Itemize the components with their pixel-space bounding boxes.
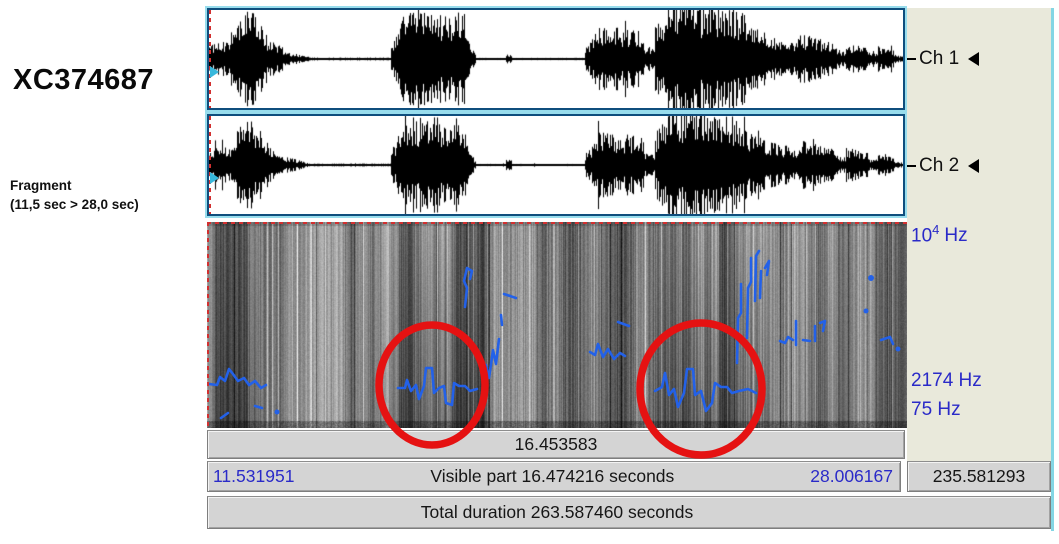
freq-unit: Hz [944, 225, 968, 247]
waveform-channel-2[interactable] [207, 114, 905, 216]
freq-low-label: 75 Hz [911, 399, 961, 420]
freq-base: 10 [911, 225, 933, 247]
remaining-time-value: 235.581293 [932, 466, 1026, 486]
channel-1-name: Ch 1 [919, 48, 960, 69]
selection-start-marker [207, 222, 209, 428]
fragment-info: Fragment (11,5 sec > 28,0 sec) [10, 176, 139, 214]
visible-start-time: 11.531951 [213, 466, 295, 486]
visible-part-bar[interactable]: 11.531951 Visible part 16.474216 seconds… [207, 461, 901, 492]
fragment-title: Fragment [10, 178, 72, 193]
recording-id: XC374687 [13, 64, 155, 96]
cursor-time-bar[interactable]: 16.453583 [207, 430, 905, 459]
freq-max-label: 104 Hz [911, 222, 968, 247]
channel-2-name: Ch 2 [919, 155, 960, 176]
visible-part-label: Visible part 16.474216 seconds [430, 466, 675, 486]
panel-right-border [1051, 8, 1054, 531]
spectrogram-panel[interactable] [207, 222, 907, 459]
selection-start-marker [209, 10, 211, 108]
cursor-time-value: 16.453583 [514, 434, 598, 454]
selection-top-marker [207, 222, 907, 224]
side-panel: Ch 1 Ch 2 104 Hz 2174 Hz 75 Hz [907, 8, 1052, 462]
speaker-icon[interactable] [968, 159, 980, 173]
channel-2-label: Ch 2 [907, 155, 980, 177]
fragment-range: (11,5 sec > 28,0 sec) [10, 197, 139, 212]
remaining-time-bar: 235.581293 [907, 461, 1051, 492]
centerline-tick [907, 58, 916, 60]
centerline-tick [907, 165, 916, 167]
visible-end-time: 28.006167 [810, 466, 893, 486]
waveform-channel-1[interactable] [207, 8, 905, 110]
waveform-canvas-1 [209, 10, 903, 108]
waveform-canvas-2 [209, 116, 903, 214]
freq-mid-label: 2174 Hz [911, 370, 982, 391]
spectrogram-canvas [207, 222, 907, 428]
freq-exponent: 4 [932, 222, 940, 237]
position-marker-icon [210, 66, 219, 78]
selection-start-marker [209, 116, 211, 214]
speaker-icon[interactable] [968, 52, 980, 66]
position-marker-icon [210, 172, 219, 184]
total-duration-bar: Total duration 263.587460 seconds [207, 496, 1051, 529]
channel-1-label: Ch 1 [907, 48, 980, 70]
total-duration-label: Total duration 263.587460 seconds [420, 502, 694, 522]
